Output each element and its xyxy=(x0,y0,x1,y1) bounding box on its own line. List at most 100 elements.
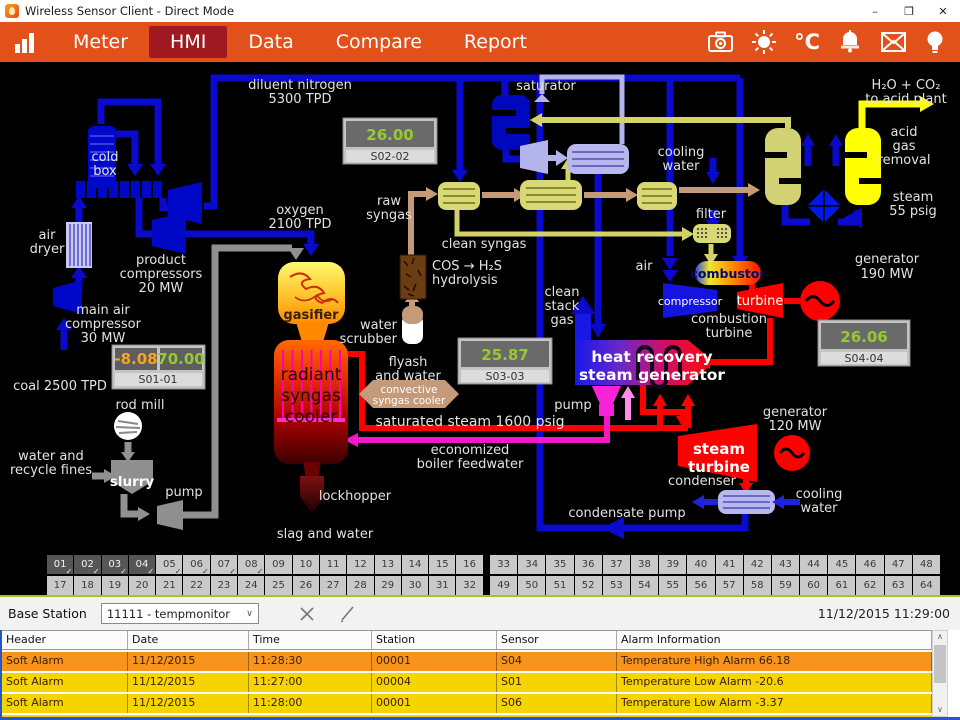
grid-cell-57[interactable]: 57 xyxy=(715,576,743,595)
grid-cell-53[interactable]: 53 xyxy=(602,576,630,595)
grid-cell-22[interactable]: 22 xyxy=(183,576,210,595)
grid-cell-54[interactable]: 54 xyxy=(630,576,659,595)
grid-cell-59[interactable]: 59 xyxy=(771,576,800,595)
col-header[interactable]: Header xyxy=(2,631,128,649)
grid-cell-20[interactable]: 20 xyxy=(128,576,156,595)
scroll-thumb[interactable] xyxy=(934,645,946,683)
grid-cell-13[interactable]: 13 xyxy=(374,555,401,574)
grid-cell-41[interactable]: 41 xyxy=(715,555,743,574)
grid-cell-11[interactable]: 11 xyxy=(319,555,347,574)
grid-cell-27[interactable]: 27 xyxy=(319,576,347,595)
nav-item-data[interactable]: Data xyxy=(248,31,294,53)
grid-cell-52[interactable]: 52 xyxy=(574,576,602,595)
grid-cell-50[interactable]: 50 xyxy=(518,576,546,595)
grid-cell-45[interactable]: 45 xyxy=(828,555,856,574)
nav-item-compare[interactable]: Compare xyxy=(335,31,422,53)
grid-cell-09[interactable]: 09 xyxy=(265,555,292,574)
grid-cell-44[interactable]: 44 xyxy=(800,555,828,574)
grid-cell-61[interactable]: 61 xyxy=(828,576,856,595)
grid-cell-07[interactable]: 07 ✓ xyxy=(210,555,238,576)
grid-cell-12[interactable]: 12 xyxy=(347,555,374,574)
grid-cell-31[interactable]: 31 xyxy=(429,576,456,595)
alarm-row[interactable]: Soft Alarm 11/12/2015 11:28:30 00001 S04 Temp… xyxy=(2,652,932,671)
close-button[interactable]: ✕ xyxy=(938,4,948,18)
grid-cell-34[interactable]: 34 xyxy=(518,555,546,574)
alarm-row[interactable]: Soft Alarm 11/12/2015 11:27:00 00004 S01 Temp… xyxy=(2,673,932,692)
nav-item-hmi[interactable]: HMI xyxy=(149,26,228,58)
sensor-box-s01[interactable]: -8.08 70.00 S01-01 xyxy=(111,344,206,390)
col-sensor[interactable]: Sensor xyxy=(497,631,617,649)
nav-item-meter[interactable]: Meter xyxy=(73,31,129,53)
alarm-row[interactable]: Soft Alarm 11/12/2015 11:28:00 00001 S06 Temp… xyxy=(2,694,932,713)
bulb-icon[interactable] xyxy=(924,29,946,55)
grid-cell-58[interactable]: 58 xyxy=(743,576,771,595)
grid-cell-21[interactable]: 21 xyxy=(156,576,183,595)
grid-cell-55[interactable]: 55 xyxy=(659,576,687,595)
grid-cell-39[interactable]: 39 xyxy=(659,555,687,574)
scroll-down-icon[interactable]: ∨ xyxy=(937,705,943,714)
air-dryer xyxy=(66,222,92,268)
grid-cell-33[interactable]: 33 xyxy=(490,555,518,574)
grid-cell-15[interactable]: 15 xyxy=(429,555,456,574)
grid-cell-46[interactable]: 46 xyxy=(856,555,884,574)
grid-cell-08[interactable]: 08 ✓ xyxy=(238,555,265,576)
grid-cell-35[interactable]: 35 xyxy=(546,555,574,574)
grid-cell-40[interactable]: 40 xyxy=(687,555,715,574)
grid-cell-32[interactable]: 32 xyxy=(456,576,483,595)
grid-cell-64[interactable]: 64 xyxy=(912,576,940,595)
table-scrollbar[interactable]: ∧ ∨ xyxy=(932,630,948,717)
alarm-cell-header: Soft Alarm xyxy=(2,652,128,671)
grid-cell-48[interactable]: 48 xyxy=(912,555,940,574)
grid-cell-24[interactable]: 24 xyxy=(238,576,265,595)
base-station-dropdown[interactable]: 11111 - tempmonitor ∨ xyxy=(100,603,259,624)
grid-cell-56[interactable]: 56 xyxy=(687,576,715,595)
edit-pencil-icon[interactable] xyxy=(337,604,359,624)
col-date[interactable]: Date xyxy=(128,631,249,649)
sensor-box-s04[interactable]: 26.06 S04-04 xyxy=(817,319,911,367)
sensor-box-s02[interactable]: 26.00 S02-02 xyxy=(342,117,438,165)
maximize-button[interactable]: ❐ xyxy=(904,4,914,18)
grid-cell-26[interactable]: 26 xyxy=(292,576,319,595)
grid-cell-63[interactable]: 63 xyxy=(884,576,912,595)
grid-cell-25[interactable]: 25 xyxy=(265,576,292,595)
grid-cell-16[interactable]: 16 xyxy=(456,555,483,574)
grid-cell-28[interactable]: 28 xyxy=(347,576,374,595)
grid-cell-04[interactable]: 04 ✓ xyxy=(128,555,156,576)
grid-cell-17[interactable]: 17 xyxy=(47,576,74,595)
grid-cell-23[interactable]: 23 xyxy=(210,576,238,595)
camera-icon[interactable] xyxy=(707,30,734,54)
grid-cell-42[interactable]: 42 xyxy=(743,555,771,574)
grid-cell-10[interactable]: 10 xyxy=(292,555,319,574)
grid-cell-36[interactable]: 36 xyxy=(574,555,602,574)
grid-cell-05[interactable]: 05 ✓ xyxy=(156,555,183,576)
grid-cell-38[interactable]: 38 xyxy=(630,555,659,574)
grid-cell-29[interactable]: 29 xyxy=(374,576,401,595)
col-station[interactable]: Station xyxy=(372,631,497,649)
clear-x-icon[interactable] xyxy=(297,604,317,624)
grid-cell-62[interactable]: 62 xyxy=(856,576,884,595)
grid-cell-06[interactable]: 06 ✓ xyxy=(183,555,210,576)
grid-cell-18[interactable]: 18 xyxy=(74,576,101,595)
scroll-up-icon[interactable]: ∧ xyxy=(937,632,943,641)
grid-cell-30[interactable]: 30 xyxy=(401,576,429,595)
sensor-box-s03[interactable]: 25.87 S03-03 xyxy=(457,337,553,385)
alarm-bell-icon[interactable] xyxy=(837,29,863,55)
col-time[interactable]: Time xyxy=(249,631,372,649)
mail-icon[interactable] xyxy=(880,30,907,54)
grid-cell-19[interactable]: 19 xyxy=(101,576,128,595)
temperature-unit-icon[interactable]: °C xyxy=(794,30,820,54)
grid-cell-02[interactable]: 02 ✓ xyxy=(74,555,101,576)
grid-cell-43[interactable]: 43 xyxy=(771,555,800,574)
grid-cell-01[interactable]: 01 ✓ xyxy=(47,555,74,576)
grid-cell-03[interactable]: 03 ✓ xyxy=(101,555,128,576)
brightness-icon[interactable] xyxy=(751,29,777,55)
minimize-button[interactable]: – xyxy=(872,4,878,18)
grid-cell-47[interactable]: 47 xyxy=(884,555,912,574)
grid-cell-51[interactable]: 51 xyxy=(546,576,574,595)
grid-cell-14[interactable]: 14 xyxy=(401,555,429,574)
grid-cell-60[interactable]: 60 xyxy=(800,576,828,595)
grid-cell-49[interactable]: 49 xyxy=(490,576,518,595)
nav-item-report[interactable]: Report xyxy=(463,31,527,53)
grid-cell-37[interactable]: 37 xyxy=(602,555,630,574)
col-alarm-info[interactable]: Alarm Information xyxy=(617,631,932,649)
